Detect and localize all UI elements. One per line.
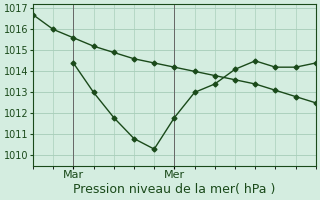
- X-axis label: Pression niveau de la mer( hPa ): Pression niveau de la mer( hPa ): [73, 183, 276, 196]
